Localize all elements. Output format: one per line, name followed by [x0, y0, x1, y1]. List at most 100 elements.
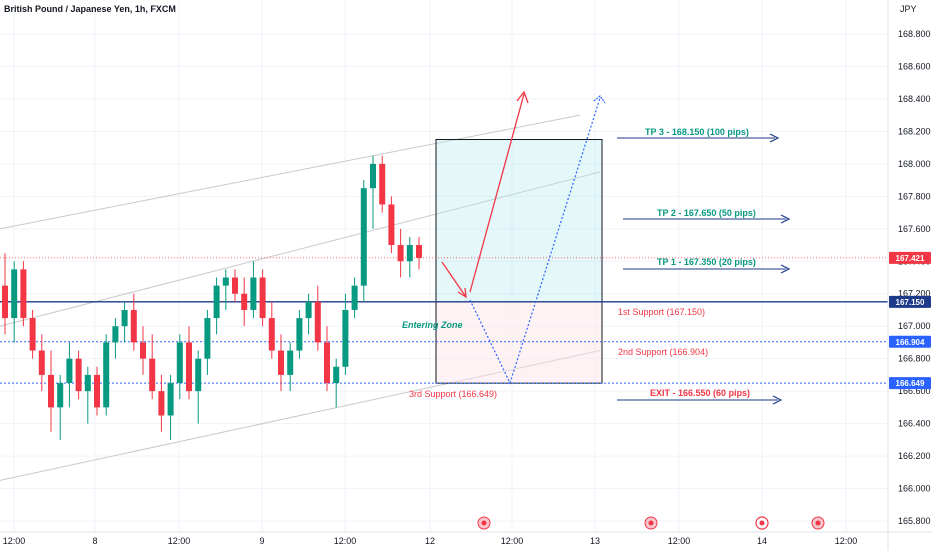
x-tick-label: 8	[92, 536, 97, 546]
x-tick-label: 12:00	[3, 536, 26, 546]
y-tick-label: 167.800	[898, 191, 931, 201]
candle	[397, 228, 404, 278]
svg-text:167.421: 167.421	[896, 254, 925, 263]
event-marker-icon[interactable]	[811, 516, 825, 530]
candle	[222, 269, 229, 310]
candle	[94, 366, 100, 416]
candle	[268, 301, 275, 359]
candle	[140, 326, 146, 375]
x-tick-label: 12:00	[168, 536, 191, 546]
candle	[259, 269, 266, 327]
projection-paths	[441, 90, 606, 385]
y-tick-label: 166.400	[898, 419, 931, 429]
y-tick-label: 166.200	[898, 451, 931, 461]
candle	[112, 318, 119, 359]
currency-label: JPY	[900, 4, 917, 14]
candle	[195, 350, 202, 424]
entering-zone-label: Entering Zone	[402, 320, 463, 330]
candle	[379, 155, 386, 213]
x-tick-label: 12:00	[334, 536, 357, 546]
candle	[360, 180, 367, 302]
candle	[333, 358, 340, 408]
candle	[213, 277, 220, 335]
grid	[0, 0, 888, 532]
price-axis[interactable]: 168.800 168.600 168.400 168.200 168.000 167.8…	[898, 29, 931, 526]
alt-path	[469, 97, 601, 385]
tp2-arrow-head	[780, 214, 791, 224]
y-tick-label: 167.600	[898, 224, 931, 234]
candle	[296, 309, 303, 359]
candle	[158, 374, 165, 432]
candle	[84, 366, 91, 424]
price-badge: 166.649	[889, 377, 931, 390]
candle	[204, 309, 211, 375]
tp3-label: TP 3 - 168.150 (100 pips)	[645, 127, 749, 137]
x-tick-label: 9	[259, 536, 264, 546]
candle	[167, 374, 174, 440]
target-zone	[436, 139, 602, 302]
y-tick-label: 166.800	[898, 354, 931, 364]
channel-lines	[0, 114, 601, 481]
event-marker-icon[interactable]	[644, 516, 658, 530]
y-tick-label: 167.000	[898, 321, 931, 331]
entry-path-down	[441, 261, 467, 298]
svg-text:167.150: 167.150	[896, 298, 925, 307]
candle	[351, 277, 358, 319]
candle	[130, 293, 137, 351]
support2-label: 2nd Support (166.904)	[618, 347, 708, 357]
channel-line	[0, 350, 601, 481]
candle	[57, 374, 64, 440]
event-marker-icon[interactable]	[755, 516, 769, 530]
y-tick-label: 168.800	[898, 29, 931, 39]
candle	[66, 342, 73, 408]
y-tick-label: 166.000	[898, 484, 931, 494]
candle	[342, 293, 349, 375]
candle	[38, 334, 45, 392]
event-marker-icon[interactable]	[477, 516, 491, 530]
y-tick-label: 166.600	[898, 386, 931, 396]
candle	[305, 293, 312, 335]
candle	[20, 261, 27, 327]
x-tick-label: 12:00	[668, 536, 691, 546]
candle	[103, 334, 110, 416]
x-tick-label: 12:00	[835, 536, 858, 546]
tp1-arrow-head	[780, 264, 791, 274]
candle	[232, 269, 238, 302]
x-tick-label: 14	[757, 536, 767, 546]
y-tick-label: 167.200	[898, 289, 931, 299]
alt-arrow-head	[593, 95, 606, 104]
candle	[324, 326, 330, 392]
svg-text:166.904: 166.904	[896, 338, 925, 347]
support1-label: 1st Support (167.150)	[618, 307, 705, 317]
candle	[416, 236, 422, 270]
x-tick-label: 12:00	[501, 536, 524, 546]
position-box	[435, 139, 603, 384]
candle	[11, 261, 18, 343]
trade-zones	[435, 139, 603, 384]
time-axis[interactable]: 12:00 8 12:00 9 12:00 12 12:00 13 12:00 14 12:00	[3, 536, 858, 546]
candle	[287, 342, 294, 392]
tp1-label: TP 1 - 167.350 (20 pips)	[657, 257, 756, 267]
price-badge: 167.150	[889, 295, 931, 308]
candle	[176, 334, 183, 400]
candle	[278, 334, 284, 392]
channel-line	[0, 114, 581, 230]
y-tick-label: 168.000	[898, 159, 931, 169]
candle	[370, 155, 376, 229]
entry-arrow-head	[457, 287, 467, 299]
chart-title: British Pound / Japanese Yen, 1h, FXCM	[4, 4, 176, 14]
candles	[2, 155, 422, 440]
target-path-up	[469, 93, 525, 293]
y-tick-label: 168.600	[898, 61, 931, 71]
y-tick-label: 168.400	[898, 94, 931, 104]
exit-arrow-head	[772, 395, 783, 405]
price-badge: 166.904	[889, 335, 931, 348]
support-levels	[0, 257, 888, 384]
candle	[314, 285, 321, 351]
price-badges: 167.421 167.150 166.904 166.649	[889, 251, 931, 390]
tp3-arrow-head	[769, 133, 780, 143]
candle	[2, 253, 8, 335]
